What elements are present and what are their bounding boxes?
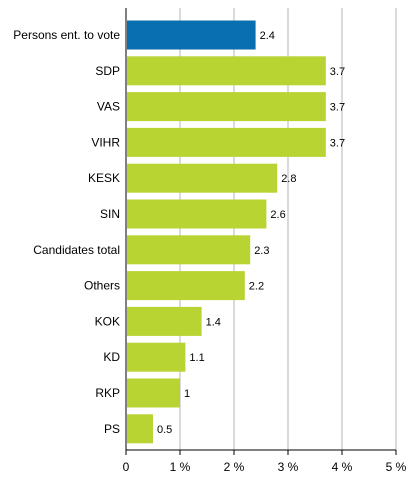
- category-label: Persons ent. to vote: [13, 28, 120, 42]
- category-label: KESK: [88, 171, 120, 185]
- value-label: 2.8: [281, 173, 296, 185]
- value-label: 0.5: [157, 424, 172, 436]
- category-label: VIHR: [91, 135, 120, 149]
- x-tick-label: 1 %: [170, 460, 191, 474]
- labels: Persons ent. to vote 2.4 SDP 3.7 VAS 3.7 VIHR 3…: [13, 28, 345, 436]
- bar: [127, 378, 180, 408]
- bar: [127, 342, 186, 372]
- bar: [127, 56, 326, 86]
- bar: [127, 127, 326, 157]
- bar: [127, 306, 202, 336]
- x-tick-label: 5 %: [386, 460, 407, 474]
- bar: [127, 271, 245, 301]
- x-tick-label: 0: [123, 460, 130, 474]
- category-label: PS: [104, 422, 120, 436]
- bar: [127, 414, 153, 444]
- category-label: VAS: [97, 100, 120, 114]
- value-label: 1.4: [206, 316, 221, 328]
- x-tick-label: 3 %: [278, 460, 299, 474]
- value-label: 3.7: [330, 66, 345, 78]
- bars: [127, 20, 326, 444]
- value-label: 2.3: [254, 245, 269, 257]
- bar: [127, 163, 278, 193]
- category-label: SDP: [95, 64, 120, 78]
- category-label: KD: [103, 350, 120, 364]
- category-label: RKP: [95, 386, 120, 400]
- bar: [127, 199, 267, 229]
- value-label: 2.4: [260, 30, 275, 42]
- bar: [127, 235, 251, 265]
- category-label: SIN: [100, 207, 120, 221]
- bar: [127, 20, 256, 50]
- value-label: 1.1: [189, 352, 204, 364]
- value-label: 1: [184, 388, 190, 400]
- value-label: 3.7: [330, 137, 345, 149]
- bar: [127, 92, 326, 122]
- value-label: 2.6: [270, 209, 285, 221]
- x-tick-label: 2 %: [224, 460, 245, 474]
- category-label: KOK: [95, 314, 120, 328]
- value-label: 3.7: [330, 102, 345, 114]
- category-label: Candidates total: [33, 243, 120, 257]
- axes: 0 1 % 2 % 3 % 4 % 5 %: [123, 8, 407, 474]
- category-label: Others: [84, 279, 120, 293]
- x-tick-label: 4 %: [332, 460, 353, 474]
- value-label: 2.2: [249, 281, 264, 293]
